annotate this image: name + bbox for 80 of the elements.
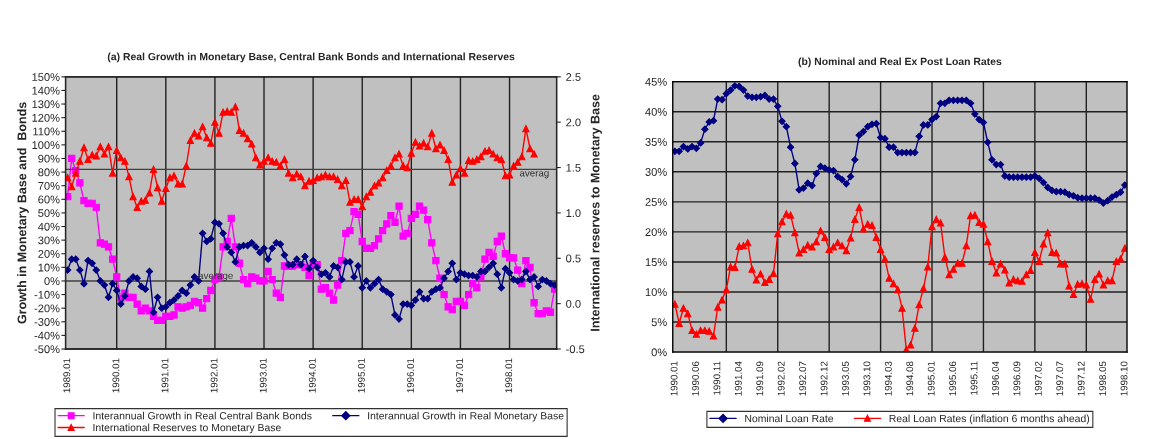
x-tick-label: 1995.11 (970, 361, 978, 395)
legend-label: Real Loan Rates (inflation 6 months ahead) (889, 414, 1090, 425)
y-tick-label: 45% (645, 77, 667, 86)
y-axis-title: Growth in Monetary Base and Bonds (17, 102, 29, 324)
x-tick-label: 1992.12 (820, 361, 828, 396)
x-tick-label: 1997.02 (1034, 361, 1042, 396)
y2-tick-label: 1.5 (566, 163, 581, 172)
y-tick-label: 40% (38, 222, 60, 231)
y-tick-label: 70% (38, 181, 60, 190)
x-tick-label: 1996.04 (992, 361, 999, 396)
x-tick-label: 1994.03 (884, 361, 892, 396)
y-tick-label: 30% (645, 168, 667, 176)
y-tick-label: 100% (32, 141, 60, 150)
x-tick-label: 1998.05 (1099, 361, 1107, 396)
x-tick-label: 1998.10 (1120, 361, 1128, 396)
x-tick-label: 1991.01 (161, 358, 169, 393)
y2-tick-label: -0.5 (566, 345, 585, 354)
y-tick-label: 35% (645, 138, 667, 146)
y2-axis-title: International reserves to Monetary Base (590, 94, 602, 331)
x-tick-label: 1996.01 (407, 358, 414, 393)
y-tick-label: 90% (38, 154, 60, 163)
y-tick-label: -20% (34, 304, 60, 313)
y-tick-label: 10% (645, 288, 667, 297)
y2-tick-label: 1.0 (566, 209, 581, 218)
y-tick-label: 0% (44, 277, 60, 286)
y-tick-label: 10% (38, 263, 60, 272)
y2-tick-label: 0.5 (566, 254, 581, 263)
x-tick-label: 1997.12 (1077, 361, 1085, 396)
chart-title: (a) Real Growth in Monetary Base, Central Bank Bonds and International Reserves (107, 52, 515, 63)
x-tick-label: 1997.01 (456, 358, 464, 393)
y-tick-label: 60% (38, 195, 60, 204)
y-tick-label: 120% (32, 113, 60, 122)
x-tick-label: 1991.09 (756, 361, 764, 396)
y-tick-label: 110% (33, 127, 60, 136)
x-tick-label: 1992.02 (777, 361, 785, 396)
x-tick-label: 1994.01 (308, 358, 316, 393)
x-tick-label: 1990.11 (713, 361, 721, 395)
x-tick-label: 1995.01 (357, 358, 365, 393)
y-tick-label: 15% (645, 258, 667, 267)
x-tick-label: 1996.09 (1013, 361, 1021, 396)
legend-label: International Reserves to Monetary Base (93, 423, 281, 434)
x-tick-label: 1997.07 (1056, 361, 1064, 396)
y-tick-label: 80% (38, 168, 60, 177)
legend-label: Interannual Growth in Real Monetary Base (368, 411, 564, 422)
x-tick-label: 1998.01 (505, 358, 513, 393)
y-tick-label: 20% (38, 250, 60, 258)
x-tick-label: 1990.01 (670, 361, 678, 396)
legend-label: Interannual Growth in Real Central Bank Bonds (93, 411, 312, 420)
x-tick-label: 1994.08 (906, 361, 914, 396)
x-tick-label: 1993.05 (842, 361, 849, 396)
x-tick-label: 1989.01 (63, 358, 71, 393)
y2-tick-label: 2.5 (566, 73, 581, 81)
y-tick-label: 0% (651, 348, 667, 357)
x-tick-label: 1995.06 (949, 361, 957, 396)
x-tick-label: 1992.01 (210, 358, 218, 393)
x-tick-label: 1990.06 (692, 361, 699, 396)
ref-line-label: averag (519, 171, 549, 179)
x-tick-label: 1995.01 (927, 361, 935, 396)
y-tick-label: 30% (38, 236, 60, 245)
y-tick-label: 50% (38, 209, 60, 218)
chart-title: (b) Nominal and Real Ex Post Loan Rates (798, 57, 1002, 68)
y-tick-label: -50% (34, 345, 60, 354)
y-tick-label: -30% (34, 318, 60, 326)
y-tick-label: 20% (645, 228, 667, 237)
y-tick-label: 40% (645, 107, 667, 116)
x-tick-label: 1990.01 (112, 358, 120, 393)
y2-tick-label: 2.0 (566, 118, 581, 127)
y-tick-label: 150% (32, 73, 60, 81)
y-tick-label: 130% (32, 100, 60, 109)
y-tick-label: 140% (32, 86, 60, 95)
y-tick-label: 5% (651, 318, 667, 327)
x-tick-label: 1992.07 (799, 361, 807, 396)
x-tick-label: 1993.01 (259, 358, 267, 393)
y-tick-label: -10% (34, 290, 60, 299)
y2-tick-label: 0.0 (566, 299, 581, 308)
y-tick-label: -40% (34, 331, 60, 340)
legend-label: Nominal Loan Rate (745, 414, 834, 423)
x-tick-label: 1991.04 (734, 361, 742, 396)
y-tick-label: 25% (645, 198, 667, 206)
x-tick-label: 1993.10 (863, 361, 871, 396)
